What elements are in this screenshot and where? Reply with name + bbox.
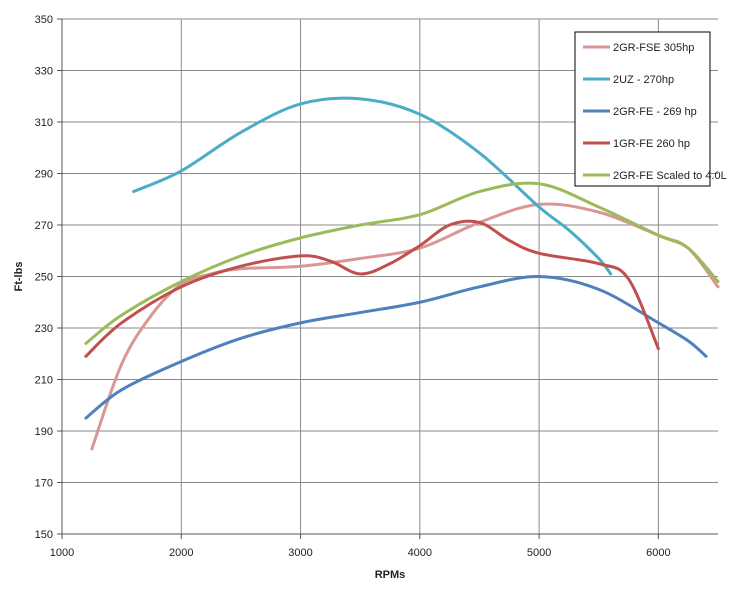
legend-label: 2GR-FSE 305hp — [613, 42, 694, 54]
legend-box — [574, 31, 711, 187]
legend-label: 2GR-FE Scaled to 4.0L — [613, 170, 727, 182]
x-axis-title: RPMs — [375, 569, 406, 581]
legend-label: 2GR-FE - 269 hp — [613, 106, 697, 118]
y-tick-label: 230 — [35, 323, 53, 335]
legend-label: 2UZ - 270hp — [613, 74, 674, 86]
y-tick-label: 170 — [35, 478, 53, 490]
x-tick-label: 4000 — [408, 547, 432, 559]
series-line-4 — [84, 219, 660, 358]
series-line-5 — [84, 181, 720, 345]
y-tick-label: 190 — [35, 426, 53, 438]
y-tick-label: 250 — [35, 272, 53, 284]
y-tick-label: 290 — [35, 169, 53, 181]
y-tick-labels: 150 170 190 210 230 250 270 290 310 330 350 — [35, 14, 53, 541]
series-line-3 — [84, 274, 708, 420]
y-tick-label: 210 — [35, 375, 53, 387]
y-axis-title: Ft-lbs — [13, 262, 25, 292]
x-tick-label: 1000 — [50, 547, 74, 559]
x-tick-label: 2000 — [169, 547, 193, 559]
x-tick-label: 3000 — [288, 547, 312, 559]
y-tick-label: 330 — [35, 66, 53, 78]
legend-label: 1GR-FE 260 hp — [613, 138, 690, 150]
x-tick-label: 5000 — [527, 547, 551, 559]
axes — [57, 18, 718, 539]
series-lines — [84, 96, 720, 451]
y-tick-label: 150 — [35, 529, 53, 541]
legend: 2GR-FSE 305hp 2UZ - 270hp 2GR-FE - 269 hp 1… — [574, 31, 727, 187]
x-tick-label: 6000 — [646, 547, 670, 559]
y-tick-label: 310 — [35, 117, 53, 129]
y-tick-label: 350 — [35, 14, 53, 26]
y-tick-label: 270 — [35, 220, 53, 232]
series-line-2 — [132, 96, 613, 276]
x-tick-labels: 1000 2000 3000 4000 5000 6000 — [50, 547, 671, 559]
